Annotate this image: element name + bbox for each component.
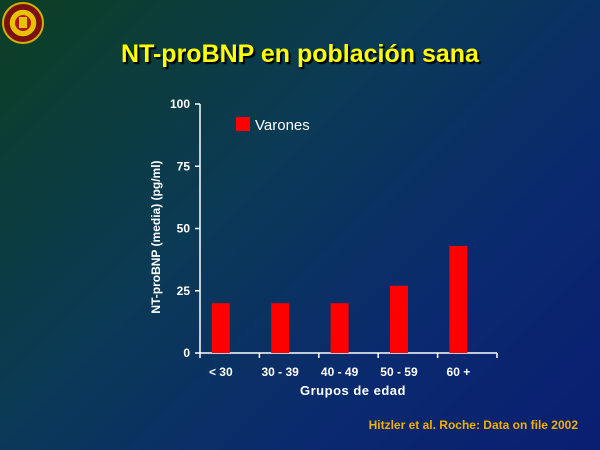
x-tick-label: 30 - 39 [262,365,300,379]
y-tick-label: 0 [183,346,190,360]
legend-swatch [236,117,250,131]
bar-3 [330,303,349,353]
x-tick-label: 40 - 49 [321,365,359,379]
y-tick-label: 50 [177,222,191,236]
y-tick-label: 75 [177,159,191,173]
y-axis-label: NT-proBNP (media) (pg/ml) [149,160,163,313]
x-tick-label: 50 - 59 [380,365,418,379]
slide-title: NT-proBNP en población sana [121,40,479,68]
y-tick-label: 100 [170,97,190,111]
bar-4 [389,285,408,353]
x-tick-label: 60 + [447,365,471,379]
legend-label: Varones [255,117,310,134]
university-seal-icon [2,2,44,44]
bar-2 [271,303,290,353]
bar-1 [211,303,230,353]
y-tick-label: 25 [177,284,191,298]
x-axis-label: Grupos de edad [300,383,406,398]
x-tick-label: < 30 [209,365,233,379]
bar-5 [449,245,468,353]
source-citation: Hitzler et al. Roche: Data on file 2002 [368,418,578,432]
